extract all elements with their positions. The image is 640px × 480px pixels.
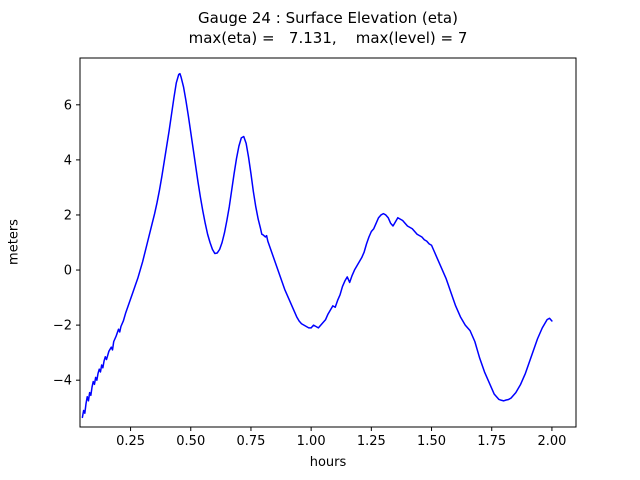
x-tick-label: 0.50 [176,434,205,449]
y-tick-label: 2 [64,208,72,223]
y-tick-label: −4 [53,374,72,389]
x-tick-label: 1.50 [417,434,446,449]
chart-subtitle: max(eta) = 7.131, max(level) = 7 [188,29,468,47]
x-tick-label: 2.00 [537,434,566,449]
chart-title: Gauge 24 : Surface Elevation (eta) [198,9,458,27]
x-tick-label: 0.75 [236,434,265,449]
x-tick-label: 0.25 [116,434,145,449]
y-tick-label: 0 [64,264,72,279]
series-line-eta [81,72,553,419]
x-tick-label: 1.00 [297,434,326,449]
y-tick-label: −2 [53,319,72,334]
chart-title-block: Gauge 24 : Surface Elevation (eta) max(e… [80,8,576,48]
y-tick-label: 6 [64,98,72,113]
axes-frame [79,57,577,428]
x-tick-label: 1.25 [357,434,386,449]
x-tick-label: 1.75 [477,434,506,449]
y-tick-label: 4 [64,153,72,168]
x-axis-label: hours [309,455,347,470]
